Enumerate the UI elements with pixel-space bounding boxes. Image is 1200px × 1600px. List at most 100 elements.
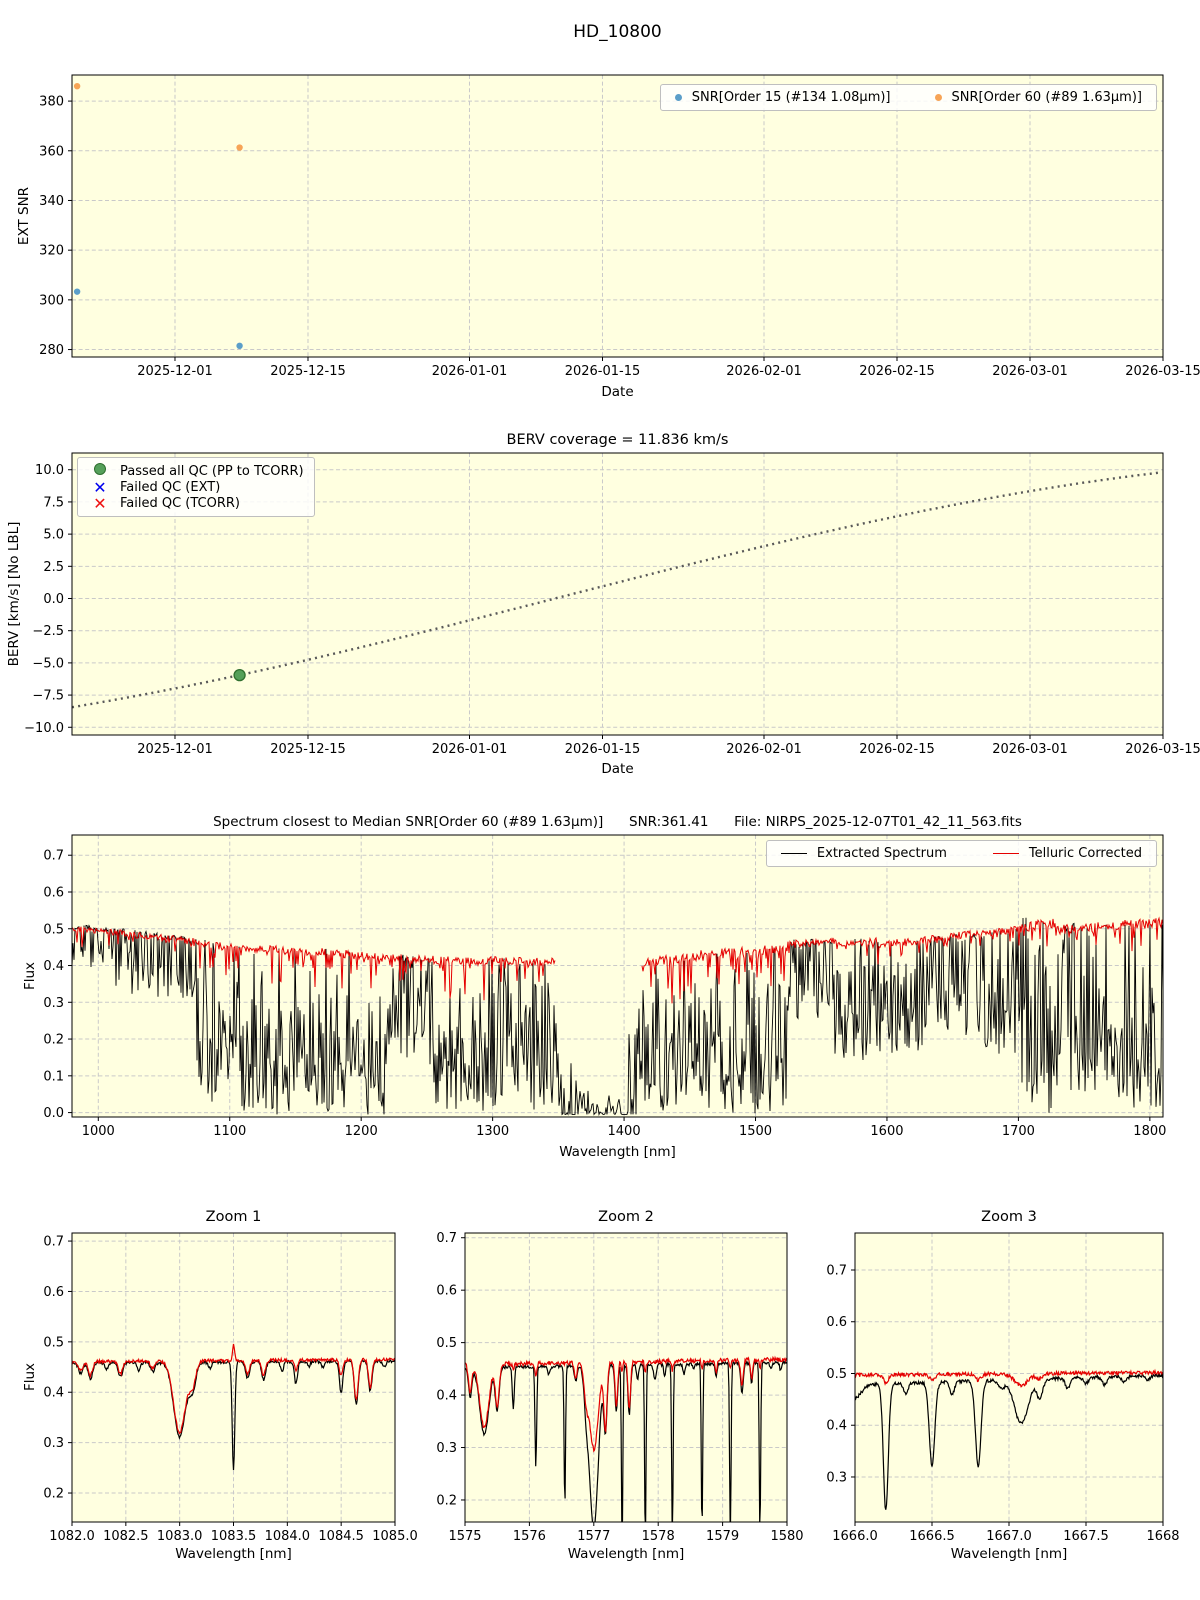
svg-text:1300: 1300: [476, 1124, 509, 1139]
snr-timeseries-panel: 2025-12-01 2025-12-15 2026-01-01 2026-01-15…: [39, 74, 1200, 379]
svg-text:1668: 1668: [1146, 1529, 1179, 1544]
svg-text:0.3: 0.3: [43, 1436, 64, 1451]
spectrum-legend-extracted-label: Extracted Spectrum: [816, 846, 947, 861]
svg-text:0.6: 0.6: [436, 1284, 457, 1299]
svg-text:0.4: 0.4: [436, 1389, 457, 1404]
svg-text:1577: 1577: [577, 1529, 610, 1544]
spectrum-panel: 1000 1100 1200 1300 1400 1500 1600 1700 1800 0.0 0…: [43, 834, 1166, 1139]
svg-text:0.6: 0.6: [43, 885, 64, 900]
svg-text:1580: 1580: [770, 1529, 803, 1544]
zoom1-flux-ylabel: Flux: [22, 1362, 38, 1392]
svg-text:0.5: 0.5: [43, 922, 64, 937]
zoom3-title: Zoom 3: [981, 1209, 1037, 1225]
svg-text:0.0: 0.0: [43, 592, 64, 607]
spectrum-legend-extracted: Extracted Spectrum: [780, 846, 947, 861]
svg-text:0.2: 0.2: [43, 1033, 64, 1048]
snr-ylabel: EXT SNR: [16, 186, 32, 246]
svg-text:1082.5: 1082.5: [103, 1529, 149, 1544]
svg-text:−5.0: −5.0: [32, 656, 64, 671]
snr-timeseries-ticks: 2025-12-01 2025-12-15 2026-01-01 2026-01-15…: [39, 95, 1200, 379]
zoom2-xlabel: Wavelength [nm]: [567, 1546, 685, 1562]
svg-text:0.5: 0.5: [826, 1367, 847, 1382]
svg-text:0.0: 0.0: [43, 1106, 64, 1121]
svg-text:0.1: 0.1: [43, 1069, 64, 1084]
berv-curve: [72, 471, 1163, 709]
svg-text:2025-12-01: 2025-12-01: [137, 742, 213, 757]
svg-text:2025-12-15: 2025-12-15: [270, 742, 346, 757]
svg-text:380: 380: [39, 95, 64, 110]
berv-point-passed: [233, 668, 246, 682]
zoom-2-plot-area: [465, 1233, 787, 1522]
snr-timeseries-grid: [72, 75, 1164, 357]
svg-text:0.3: 0.3: [826, 1470, 847, 1485]
zoom-1-series-1: [72, 1343, 395, 1435]
svg-text:1575: 1575: [448, 1529, 481, 1544]
snr-legend-order60: SNR[Order 60 (#89 1.63µm)]: [934, 90, 1143, 105]
berv-legend-failed-tcorr-label: Failed QC (TCORR): [120, 496, 240, 511]
svg-text:360: 360: [39, 144, 64, 159]
svg-text:300: 300: [39, 293, 64, 308]
svg-text:1083.5: 1083.5: [211, 1529, 257, 1544]
zoom-3-series-1: [855, 1368, 1163, 1388]
scatter-0: [73, 288, 243, 350]
svg-text:1084.0: 1084.0: [265, 1529, 311, 1544]
svg-text:1700: 1700: [1002, 1124, 1035, 1139]
svg-text:1200: 1200: [345, 1124, 378, 1139]
flux-ylabel: Flux: [22, 961, 38, 991]
svg-text:0.7: 0.7: [43, 1235, 64, 1250]
berv-legend-passed-label: Passed all QC (PP to TCORR): [120, 463, 304, 479]
svg-text:5.0: 5.0: [43, 528, 64, 543]
zoom-1-panel: 1082.0 1082.5 1083.0 1083.5 1084.0 1084.5 1085…: [43, 1232, 418, 1544]
svg-text:1800: 1800: [1133, 1124, 1166, 1139]
berv-coverage-ticks: 2025-12-01 2025-12-15 2026-01-01 2026-01-15…: [24, 463, 1200, 757]
snr-legend-order15-label: SNR[Order 15 (#134 1.08µm)]: [691, 90, 891, 105]
zoom-2-panel: 1575 1576 1577 1578 1579 1580 0.2 0.3 0.4 0.5 0.6 0…: [436, 1231, 803, 1544]
berv-ylabel: BERV [km/s] [No LBL]: [6, 521, 22, 667]
svg-text:0.7: 0.7: [826, 1263, 847, 1278]
berv-panel-title: BERV coverage = 11.836 km/s: [506, 432, 729, 448]
svg-text:2026-01-01: 2026-01-01: [432, 742, 508, 757]
svg-text:2026-02-15: 2026-02-15: [859, 742, 935, 757]
svg-text:2026-02-01: 2026-02-01: [726, 364, 802, 379]
order15-dot-icon: [674, 94, 682, 101]
svg-text:2026-01-15: 2026-01-15: [565, 742, 641, 757]
svg-text:0.2: 0.2: [436, 1493, 457, 1508]
svg-text:340: 340: [39, 194, 64, 209]
svg-text:1500: 1500: [739, 1124, 772, 1139]
zoom-2-grid: [464, 1233, 788, 1522]
black-line-icon: [780, 853, 807, 854]
zoom1-xlabel: Wavelength [nm]: [175, 1546, 292, 1562]
svg-text:2026-02-01: 2026-02-01: [726, 742, 802, 757]
zoom-2-spines: [464, 1232, 788, 1523]
svg-text:0.7: 0.7: [43, 849, 64, 864]
svg-text:−2.5: −2.5: [32, 624, 64, 639]
figure-title: HD_10800: [573, 22, 662, 42]
svg-text:2026-01-01: 2026-01-01: [432, 364, 508, 379]
svg-text:1085.0: 1085.0: [372, 1529, 418, 1544]
svg-text:2026-01-15: 2026-01-15: [565, 364, 641, 379]
zoom3-xlabel: Wavelength [nm]: [950, 1546, 1068, 1562]
svg-text:1579: 1579: [706, 1529, 739, 1544]
svg-text:0.2: 0.2: [43, 1487, 64, 1502]
svg-text:1578: 1578: [642, 1529, 675, 1544]
svg-text:1083.0: 1083.0: [157, 1529, 203, 1544]
zoom-3-ticks: 1666.0 1666.5 1667.0 1667.5 1668 0.3 0.4 0.5 0.6…: [826, 1263, 1179, 1544]
snr-timeseries-spines: [71, 74, 1164, 358]
svg-text:1667.0: 1667.0: [986, 1529, 1032, 1544]
zoom2-title: Zoom 2: [598, 1209, 654, 1225]
passed-qc-marker: [88, 463, 112, 479]
svg-text:1082.0: 1082.0: [49, 1529, 95, 1544]
snr-legend-order60-label: SNR[Order 60 (#89 1.63µm)]: [951, 90, 1143, 105]
spectrum-legend-telluric-label: Telluric Corrected: [1028, 846, 1142, 861]
berv-legend: Passed all QC (PP to TCORR) ✕ Failed QC …: [77, 457, 315, 517]
spectrum-panel-title: Spectrum closest to Median SNR[Order 60 …: [213, 814, 1022, 830]
blue-x-icon: ✕: [93, 477, 107, 497]
spectrum-ticks: 1000 1100 1200 1300 1400 1500 1600 1700 1800 0.0 0…: [43, 849, 1166, 1139]
svg-text:0.7: 0.7: [436, 1231, 457, 1246]
svg-text:2.5: 2.5: [43, 560, 64, 575]
svg-text:1084.5: 1084.5: [318, 1529, 364, 1544]
svg-text:0.6: 0.6: [43, 1285, 64, 1300]
zoom-1-series: [72, 1343, 395, 1471]
svg-text:1666.0: 1666.0: [832, 1529, 878, 1544]
